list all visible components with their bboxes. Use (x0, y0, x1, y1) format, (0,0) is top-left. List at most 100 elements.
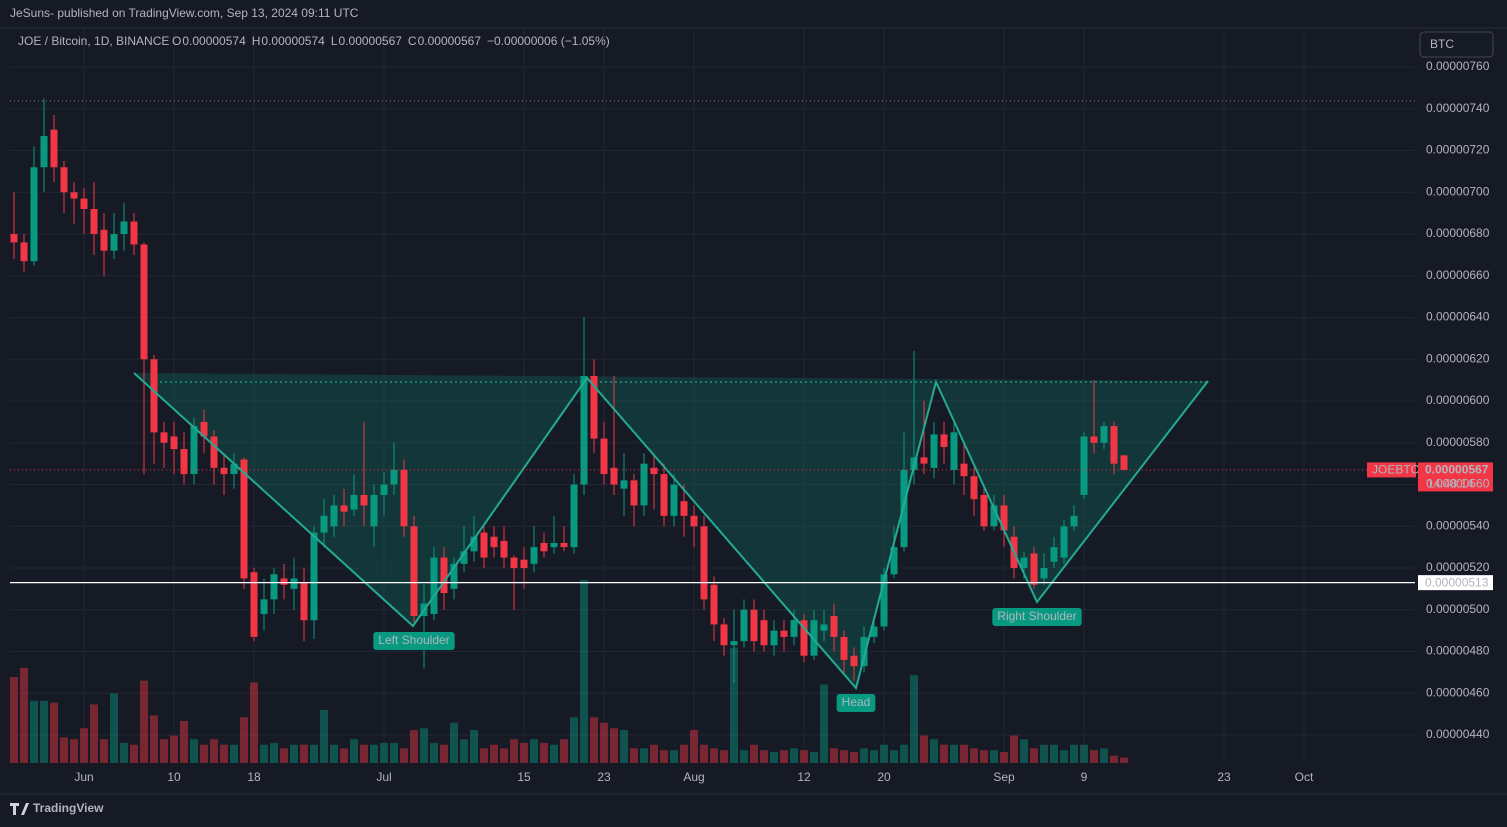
symbol: JOE / Bitcoin, 1D, BINANCE (18, 34, 169, 48)
candle-body (1030, 553, 1038, 585)
candle-body (940, 434, 948, 447)
volume-bar (250, 682, 258, 763)
candle-body (120, 221, 128, 235)
candle-body (730, 641, 738, 646)
x-tick-label: Aug (683, 770, 704, 784)
annotation: Left Shoulder (378, 633, 449, 647)
y-tick-label: 0.00000660 (1426, 268, 1490, 282)
candle-body (390, 469, 398, 485)
candle-body (260, 599, 268, 614)
candle-body (410, 526, 418, 617)
candle-body (280, 578, 288, 585)
candle-body (870, 626, 878, 637)
candle-body (460, 551, 468, 564)
x-tick-label: 23 (597, 770, 611, 784)
candle-body (690, 515, 698, 527)
candle-body (240, 459, 248, 579)
candle-body (440, 557, 448, 594)
candle-body (970, 476, 978, 500)
candle-body (470, 536, 478, 552)
volume-bar (1050, 744, 1058, 763)
candle-body (270, 574, 278, 600)
candle-body (180, 449, 188, 475)
volume-bar (790, 748, 798, 763)
countdown: 14:48:14 (1427, 477, 1474, 491)
candle-body (490, 536, 498, 548)
candle-body (10, 234, 18, 243)
volume-bar (940, 744, 948, 763)
volume-bar (720, 750, 728, 763)
pattern-fill (134, 373, 1208, 688)
x-tick-label: 20 (877, 770, 891, 784)
volume-bar (10, 676, 18, 763)
candle-body (580, 375, 588, 485)
volume-bar (190, 739, 198, 763)
volume-bar (60, 737, 68, 763)
volume-bar (70, 739, 78, 763)
volume-bar (540, 742, 548, 763)
x-tick-label: 12 (797, 770, 811, 784)
candle-body (860, 636, 868, 667)
volume-bar (550, 744, 558, 763)
volume-bar (1120, 757, 1128, 763)
volume-bar (960, 744, 968, 763)
volume-bar (800, 750, 808, 763)
volume-bar (360, 744, 368, 763)
volume-bar (40, 700, 48, 763)
volume-bar (510, 739, 518, 763)
volume-bar (90, 704, 98, 763)
volume (10, 580, 1128, 763)
candle-body (790, 620, 798, 637)
candle-body (960, 463, 968, 477)
candle-body (230, 463, 238, 475)
candle-body (980, 494, 988, 527)
volume-bar (610, 728, 618, 763)
volume-bar (490, 744, 498, 763)
candle-body (400, 469, 408, 527)
volume-bar (880, 744, 888, 763)
candle-body (510, 557, 518, 569)
volume-bar (1080, 744, 1088, 763)
volume-bar (1040, 744, 1048, 763)
volume-bar (140, 680, 148, 763)
volume-bar (150, 715, 158, 763)
candle-body (70, 192, 78, 199)
volume-bar (660, 750, 668, 763)
y-tick-label: 0.00000560 (1426, 477, 1490, 491)
candle-body (1080, 436, 1088, 495)
x-tick-label: Jul (376, 770, 391, 784)
volume-bar (970, 748, 978, 763)
candle-body (350, 494, 358, 510)
volume-bar (670, 750, 678, 763)
volume-bar (200, 744, 208, 763)
volume-bar (120, 742, 128, 763)
candle-body (430, 557, 438, 614)
volume-bar (260, 744, 268, 763)
candle-body (110, 234, 118, 251)
volume-bar (220, 744, 228, 763)
candle-body (340, 505, 348, 512)
volume-bar (380, 742, 388, 763)
candle-body (150, 359, 158, 433)
volume-bar (530, 739, 538, 763)
annotation: Right Shoulder (997, 609, 1076, 623)
volume-bar (340, 748, 348, 763)
volume-bar (650, 744, 658, 763)
x-tick-label: 23 (1217, 770, 1231, 784)
candle-body (1100, 426, 1108, 443)
candle-body (250, 572, 258, 637)
candle-body (620, 480, 628, 489)
currency-button[interactable] (1419, 31, 1494, 58)
ticker-box (1367, 462, 1416, 478)
y-tick-label: 0.00000500 (1426, 602, 1490, 616)
candle-body (850, 655, 858, 667)
candle-body (380, 484, 388, 495)
candle-body (1090, 436, 1098, 443)
volume-bar (480, 748, 488, 763)
candle-body (990, 505, 998, 527)
candle-body (360, 494, 368, 506)
volume-bar (320, 709, 328, 763)
candle-body (140, 244, 148, 360)
candle-body (1040, 568, 1048, 579)
